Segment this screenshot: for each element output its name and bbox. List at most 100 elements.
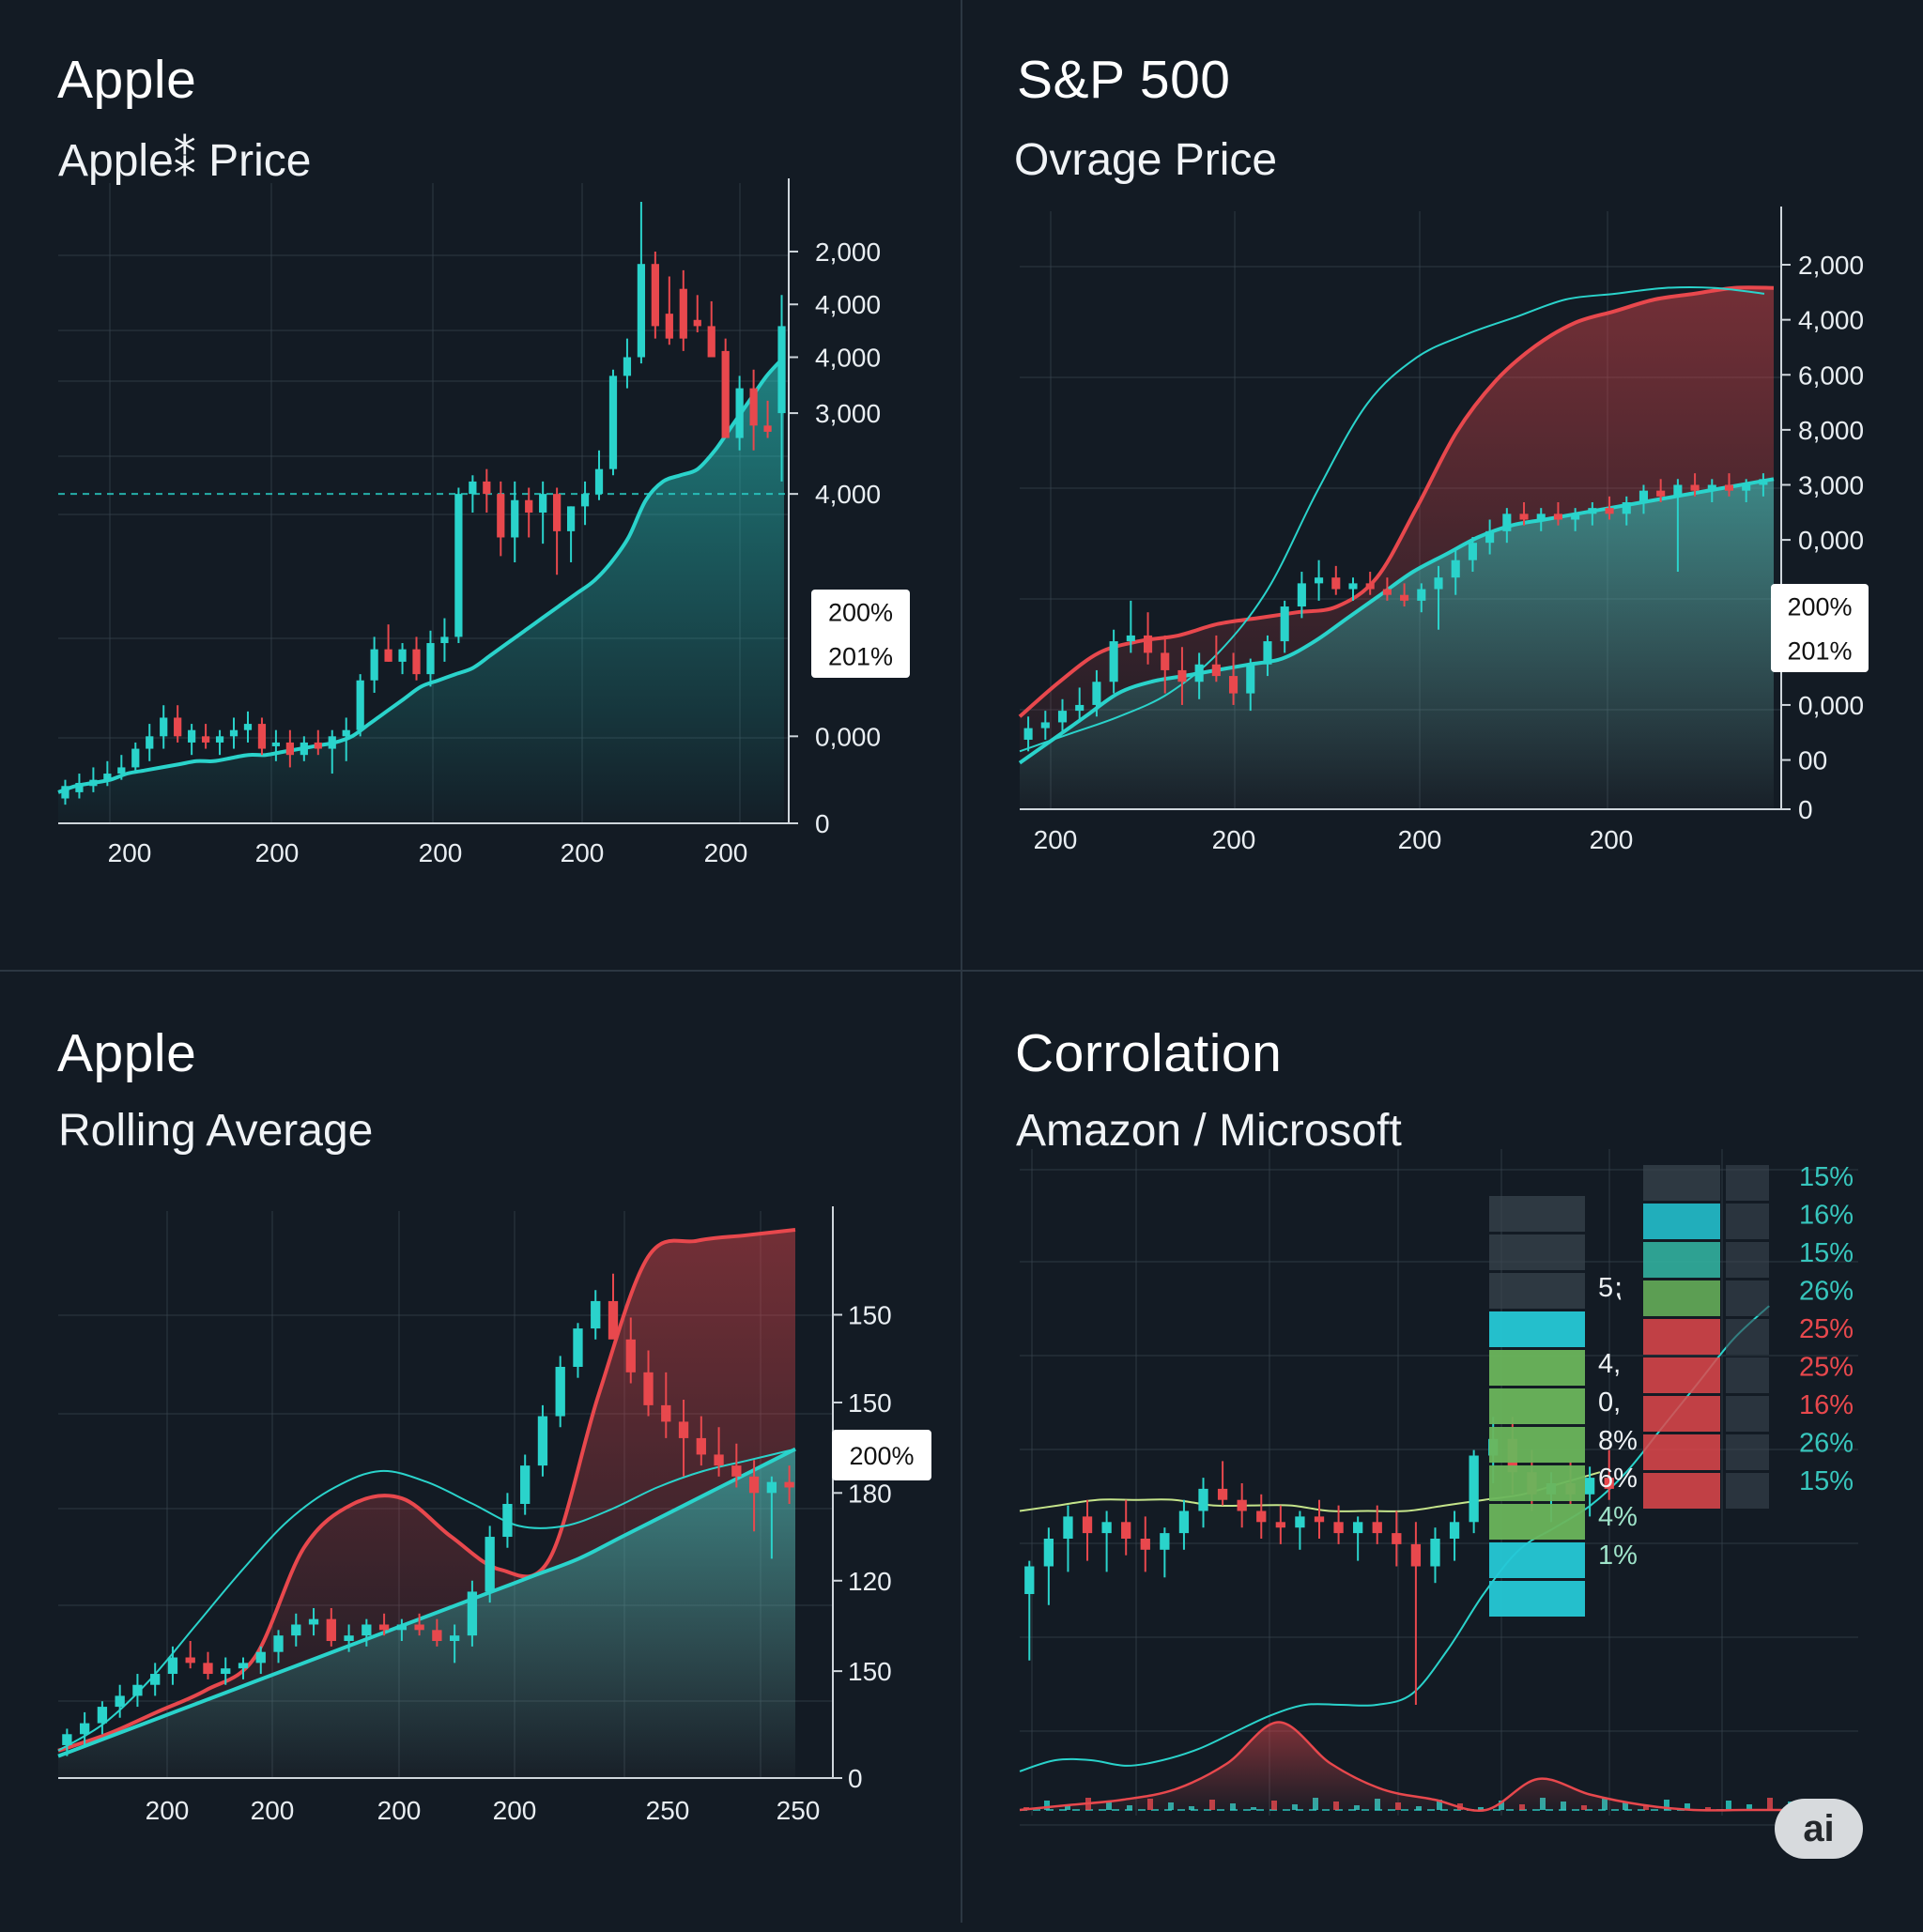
candle-body (749, 388, 758, 426)
candle-up (215, 729, 224, 756)
candle-body (520, 1465, 531, 1504)
candle-up (271, 729, 281, 761)
candle-up (117, 755, 126, 780)
candle-down (651, 251, 659, 339)
candle-down (661, 1372, 671, 1438)
candle-body (61, 786, 69, 799)
candle-body (188, 729, 196, 743)
panel-title: Corrolation (1015, 1023, 1283, 1083)
candle-body (1217, 1488, 1228, 1500)
candle-body (714, 1454, 724, 1466)
heat-cell (1643, 1473, 1720, 1509)
candle-up (273, 1630, 284, 1664)
candle-body (75, 782, 84, 792)
candle-down (707, 300, 715, 358)
y-tick-label: 0,000 (1798, 691, 1864, 720)
candle-up (1198, 1478, 1208, 1528)
candle-body (414, 1624, 424, 1631)
badge-box (811, 590, 910, 678)
candle-body (537, 1416, 548, 1466)
candle-up (131, 742, 140, 774)
candle-down (1656, 479, 1666, 502)
candle-up (255, 1646, 266, 1675)
candle-body (1571, 514, 1580, 520)
candle-body (1638, 490, 1649, 502)
candle-down (1604, 1449, 1614, 1500)
y-tick-label: 00 (1798, 746, 1827, 775)
candle-body (167, 1657, 178, 1675)
axes: 2,000 4,000 4,000 3,000 4,000 0,000 0 200 200 200… (58, 178, 881, 867)
candles (61, 202, 786, 805)
candle-body (273, 1635, 284, 1652)
heat-cell (1489, 1581, 1585, 1617)
heat-cell (1726, 1434, 1769, 1470)
series-line-teal-area (57, 1447, 796, 1758)
candle-down (414, 1613, 424, 1636)
candle-body (566, 506, 576, 531)
y-tick-label: 0 (1798, 795, 1813, 824)
value-badge: 200% 201% (811, 590, 910, 678)
candle-up (1024, 1560, 1035, 1661)
candle-down (257, 717, 267, 756)
volume-bar (1044, 1801, 1050, 1810)
y-tick-label: 150 (848, 1301, 892, 1330)
candle-up (1246, 658, 1255, 712)
candle-body (344, 1635, 354, 1641)
candle-body (257, 724, 267, 749)
candle-body (591, 1300, 601, 1329)
candle-down (378, 1613, 390, 1636)
y-tick-label: 0 (848, 1764, 863, 1793)
candle-body (215, 736, 224, 743)
heat-cell (1726, 1357, 1769, 1393)
candle-body (1759, 479, 1768, 485)
heat-cell (1726, 1242, 1769, 1278)
candle-down (285, 729, 294, 768)
badge-label: 200% (1787, 593, 1852, 621)
candle-up (1160, 1527, 1170, 1578)
candle-up (344, 1624, 354, 1652)
heat-right-label: 15% (1799, 1238, 1854, 1268)
candle-up (502, 1493, 513, 1548)
candle-down (1519, 501, 1529, 526)
candle-up (1126, 600, 1135, 653)
x-tick-label: 200 (1034, 825, 1078, 854)
candle-down (714, 1427, 724, 1477)
candle-down (678, 1400, 689, 1477)
candle-body (1400, 594, 1409, 601)
candle-body (1295, 1516, 1305, 1528)
candle-down (174, 705, 182, 743)
candle-up (1023, 716, 1033, 752)
candle-up (594, 450, 604, 500)
candle-up (238, 1657, 249, 1679)
heat-cell (1489, 1311, 1585, 1347)
heat-left-label: 5⁏ (1598, 1273, 1623, 1303)
correlation-chart: 5⁏ 4, 0, 8% 6% 4% 1% 15% 16% 15% 26% 25% 25% 16% 26% 15… (1019, 1149, 1858, 1826)
heat-left-label: 1% (1598, 1541, 1638, 1571)
candle-up (1469, 1449, 1479, 1534)
candle-up (1434, 565, 1443, 630)
heat-left-label: 4, (1598, 1349, 1621, 1379)
candle-down (784, 1465, 794, 1504)
candle-down (763, 400, 772, 438)
candle-body (1109, 641, 1118, 682)
candle-up (1485, 519, 1495, 555)
candle-up (1295, 1510, 1305, 1550)
candle-down (731, 1443, 742, 1488)
candle-down (1365, 572, 1375, 595)
x-tick-label: 200 (1398, 825, 1442, 854)
candle-body (150, 1674, 161, 1685)
heat-cell (1489, 1273, 1585, 1309)
panel-apple-price: Apple Apple⁑ Price 2,000 4,000 4,000 3,000 4… (0, 0, 962, 961)
volume-bar (1767, 1798, 1773, 1810)
candle-body (707, 326, 715, 358)
candle-up (1194, 652, 1204, 699)
candle-down (483, 468, 491, 513)
candle-up (1571, 508, 1580, 531)
candle-body (1449, 1522, 1460, 1539)
candle-up (1430, 1527, 1440, 1584)
x-tick-label: 250 (646, 1796, 690, 1825)
heat-cell (1489, 1388, 1585, 1424)
candle-body (160, 717, 168, 737)
candle-body (89, 779, 98, 787)
candle-up (146, 724, 154, 761)
